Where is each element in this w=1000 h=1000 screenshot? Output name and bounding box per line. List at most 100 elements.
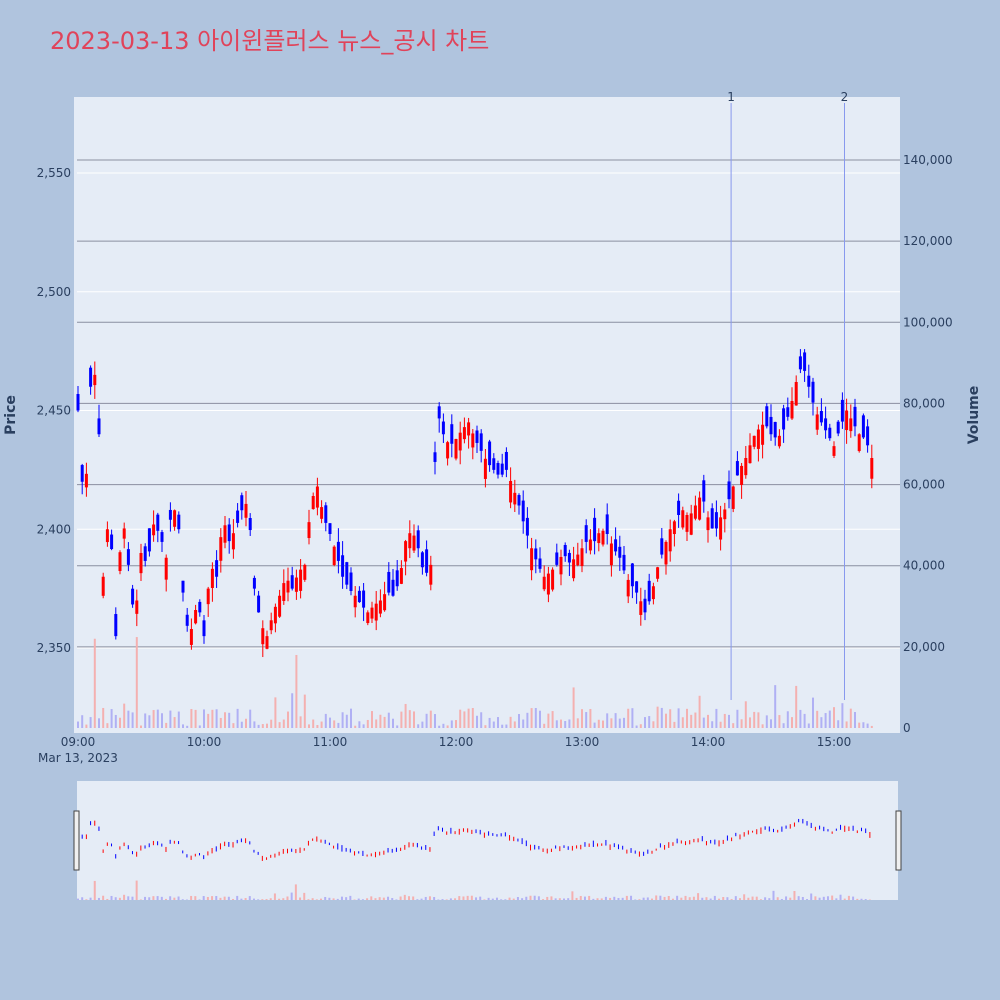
volume-bar <box>618 718 621 728</box>
candle-body <box>387 571 391 593</box>
main-plot-area[interactable] <box>74 97 900 733</box>
mini-volume-bar <box>139 899 142 900</box>
mini-volume-bar <box>856 898 859 900</box>
volume-bar <box>152 710 155 728</box>
mini-volume-bar <box>500 899 503 900</box>
volume-bar <box>387 712 390 728</box>
mini-volume-bar <box>596 898 599 900</box>
range-slider-left-handle[interactable] <box>73 810 80 871</box>
mini-volume-bar <box>789 897 792 900</box>
mini-volume-bar <box>697 893 700 900</box>
candle-body <box>567 552 571 563</box>
volume-bar <box>791 717 793 728</box>
mini-volume-bar <box>747 897 750 900</box>
candle-body <box>357 590 361 603</box>
candle-body <box>769 416 773 435</box>
mini-volume-bar <box>349 895 352 900</box>
candle-body <box>336 541 340 561</box>
volume-bar <box>354 725 357 728</box>
mini-volume-bar <box>646 897 649 900</box>
candle-body <box>391 579 395 596</box>
volume-bar <box>341 712 344 728</box>
volume-bar <box>845 721 848 728</box>
candle-body <box>840 399 844 422</box>
volume-bar <box>765 715 768 728</box>
mini-volume-bar <box>634 899 637 900</box>
volume-bar <box>119 717 121 728</box>
volume-bar <box>719 721 722 728</box>
volume-bar <box>135 637 138 728</box>
range-slider-right-handle[interactable] <box>895 810 902 871</box>
candle-body <box>656 567 660 579</box>
candle-body <box>164 557 168 580</box>
candle-body <box>294 577 298 592</box>
mini-volume-bar <box>290 892 293 900</box>
mini-volume-bar <box>734 896 737 900</box>
mini-volume-bar <box>764 897 767 900</box>
mini-volume-bar <box>370 896 373 900</box>
volume-bar <box>161 713 163 728</box>
volume-bar <box>81 715 84 728</box>
mini-volume-bar <box>588 895 591 900</box>
volume-bar <box>77 721 79 728</box>
mini-volume-bar <box>491 898 494 900</box>
time-tick-label: 12:00 <box>439 735 474 749</box>
mini-volume-bar <box>852 896 855 900</box>
volume-bar <box>581 709 583 728</box>
candle-body <box>189 629 193 645</box>
candle-body <box>534 548 538 560</box>
volume-bar <box>337 722 340 728</box>
candle-body <box>559 556 563 575</box>
candle-body <box>521 500 525 522</box>
price-tick-label: 2,350 <box>37 641 71 655</box>
volume-bar <box>421 721 424 728</box>
candle-body <box>240 495 244 511</box>
volume-bar <box>123 703 126 728</box>
candle-body <box>282 583 286 601</box>
candle-body <box>156 514 160 531</box>
range-slider[interactable] <box>77 781 898 900</box>
candle-body <box>588 539 592 551</box>
candle-body <box>374 603 378 621</box>
candle-body <box>332 546 336 565</box>
candle-body <box>668 529 672 552</box>
candle-body <box>849 418 853 432</box>
mini-volume-bar <box>236 895 239 900</box>
candle-body <box>198 601 202 613</box>
volume-bar <box>303 694 306 728</box>
volume-bar <box>455 720 457 728</box>
volume-bar <box>576 718 579 728</box>
candle-body <box>479 433 483 451</box>
candle-body <box>118 552 122 572</box>
mini-volume-bar <box>387 896 390 900</box>
volume-bar <box>396 725 399 728</box>
mini-volume-bar <box>810 893 813 900</box>
candle-body <box>248 517 252 531</box>
candle-body <box>378 600 382 614</box>
mini-volume-bar <box>663 896 666 900</box>
candle-body <box>782 408 786 430</box>
volume-bar <box>753 711 756 728</box>
volume-bar <box>446 725 449 728</box>
price-tick-label: 2,400 <box>37 522 71 536</box>
candle-body <box>114 614 118 637</box>
mini-volume-bar <box>164 898 167 900</box>
mini-volume-bar <box>688 897 691 900</box>
volume-bar <box>509 716 512 728</box>
candle-body <box>345 562 349 585</box>
mini-volume-bar <box>542 899 545 900</box>
volume-bar <box>652 721 655 728</box>
volume-bar <box>736 709 739 728</box>
candle-body <box>777 435 781 447</box>
volume-bar <box>442 723 445 728</box>
mini-volume-bar <box>818 897 821 900</box>
candle-body <box>555 552 559 565</box>
mini-volume-bar <box>294 884 297 900</box>
mini-volume-bar <box>378 897 381 900</box>
mini-volume-bar <box>374 898 377 900</box>
candle-body <box>420 552 424 568</box>
candle-body <box>496 463 500 475</box>
price-axis-ticks: 2,350 2,400 2,450 2,500 2,550 <box>37 166 71 655</box>
candle-body <box>236 510 240 523</box>
candle-body <box>677 500 681 515</box>
